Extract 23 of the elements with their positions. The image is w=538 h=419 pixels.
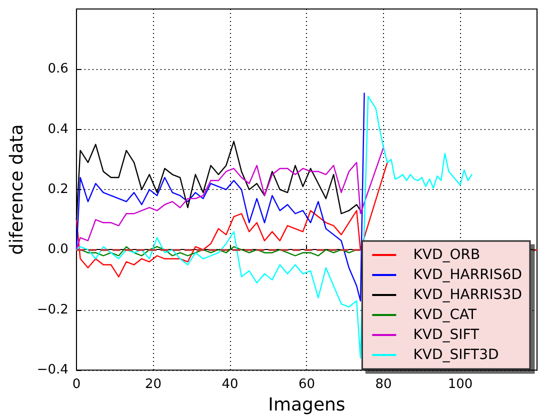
y-tick-label: 0.4 (48, 122, 68, 137)
y-tick-label: −0.2 (36, 302, 68, 318)
x-tick-label: 40 (222, 377, 238, 392)
legend-label: KVD_ORB (413, 247, 480, 263)
y-tick-label: 0.6 (48, 62, 68, 77)
line-series (76, 162, 388, 278)
legend-label: KVD_SIFT (413, 327, 480, 343)
line-series (76, 92, 365, 302)
x-tick-label: 80 (375, 377, 392, 392)
legend-label: KVD_CAT (413, 307, 478, 323)
x-tick-label: 0 (72, 377, 81, 392)
y-tick-label: 0.2 (48, 182, 68, 198)
x-tick-label: 100 (448, 377, 473, 392)
y-tick-label: 0.0 (48, 242, 68, 258)
y-axis-title: diference data (6, 124, 28, 255)
x-axis-title: Imagens (268, 394, 346, 416)
legend-label: KVD_HARRIS3D (413, 287, 522, 303)
legend-label: KVD_HARRIS6D (413, 267, 522, 283)
x-tick-label: 20 (144, 377, 162, 392)
line-series (76, 146, 384, 250)
y-tick-label: −0.4 (36, 362, 68, 378)
x-tick-label: 60 (298, 377, 316, 392)
legend-label: KVD_SIFT3D (413, 347, 499, 363)
